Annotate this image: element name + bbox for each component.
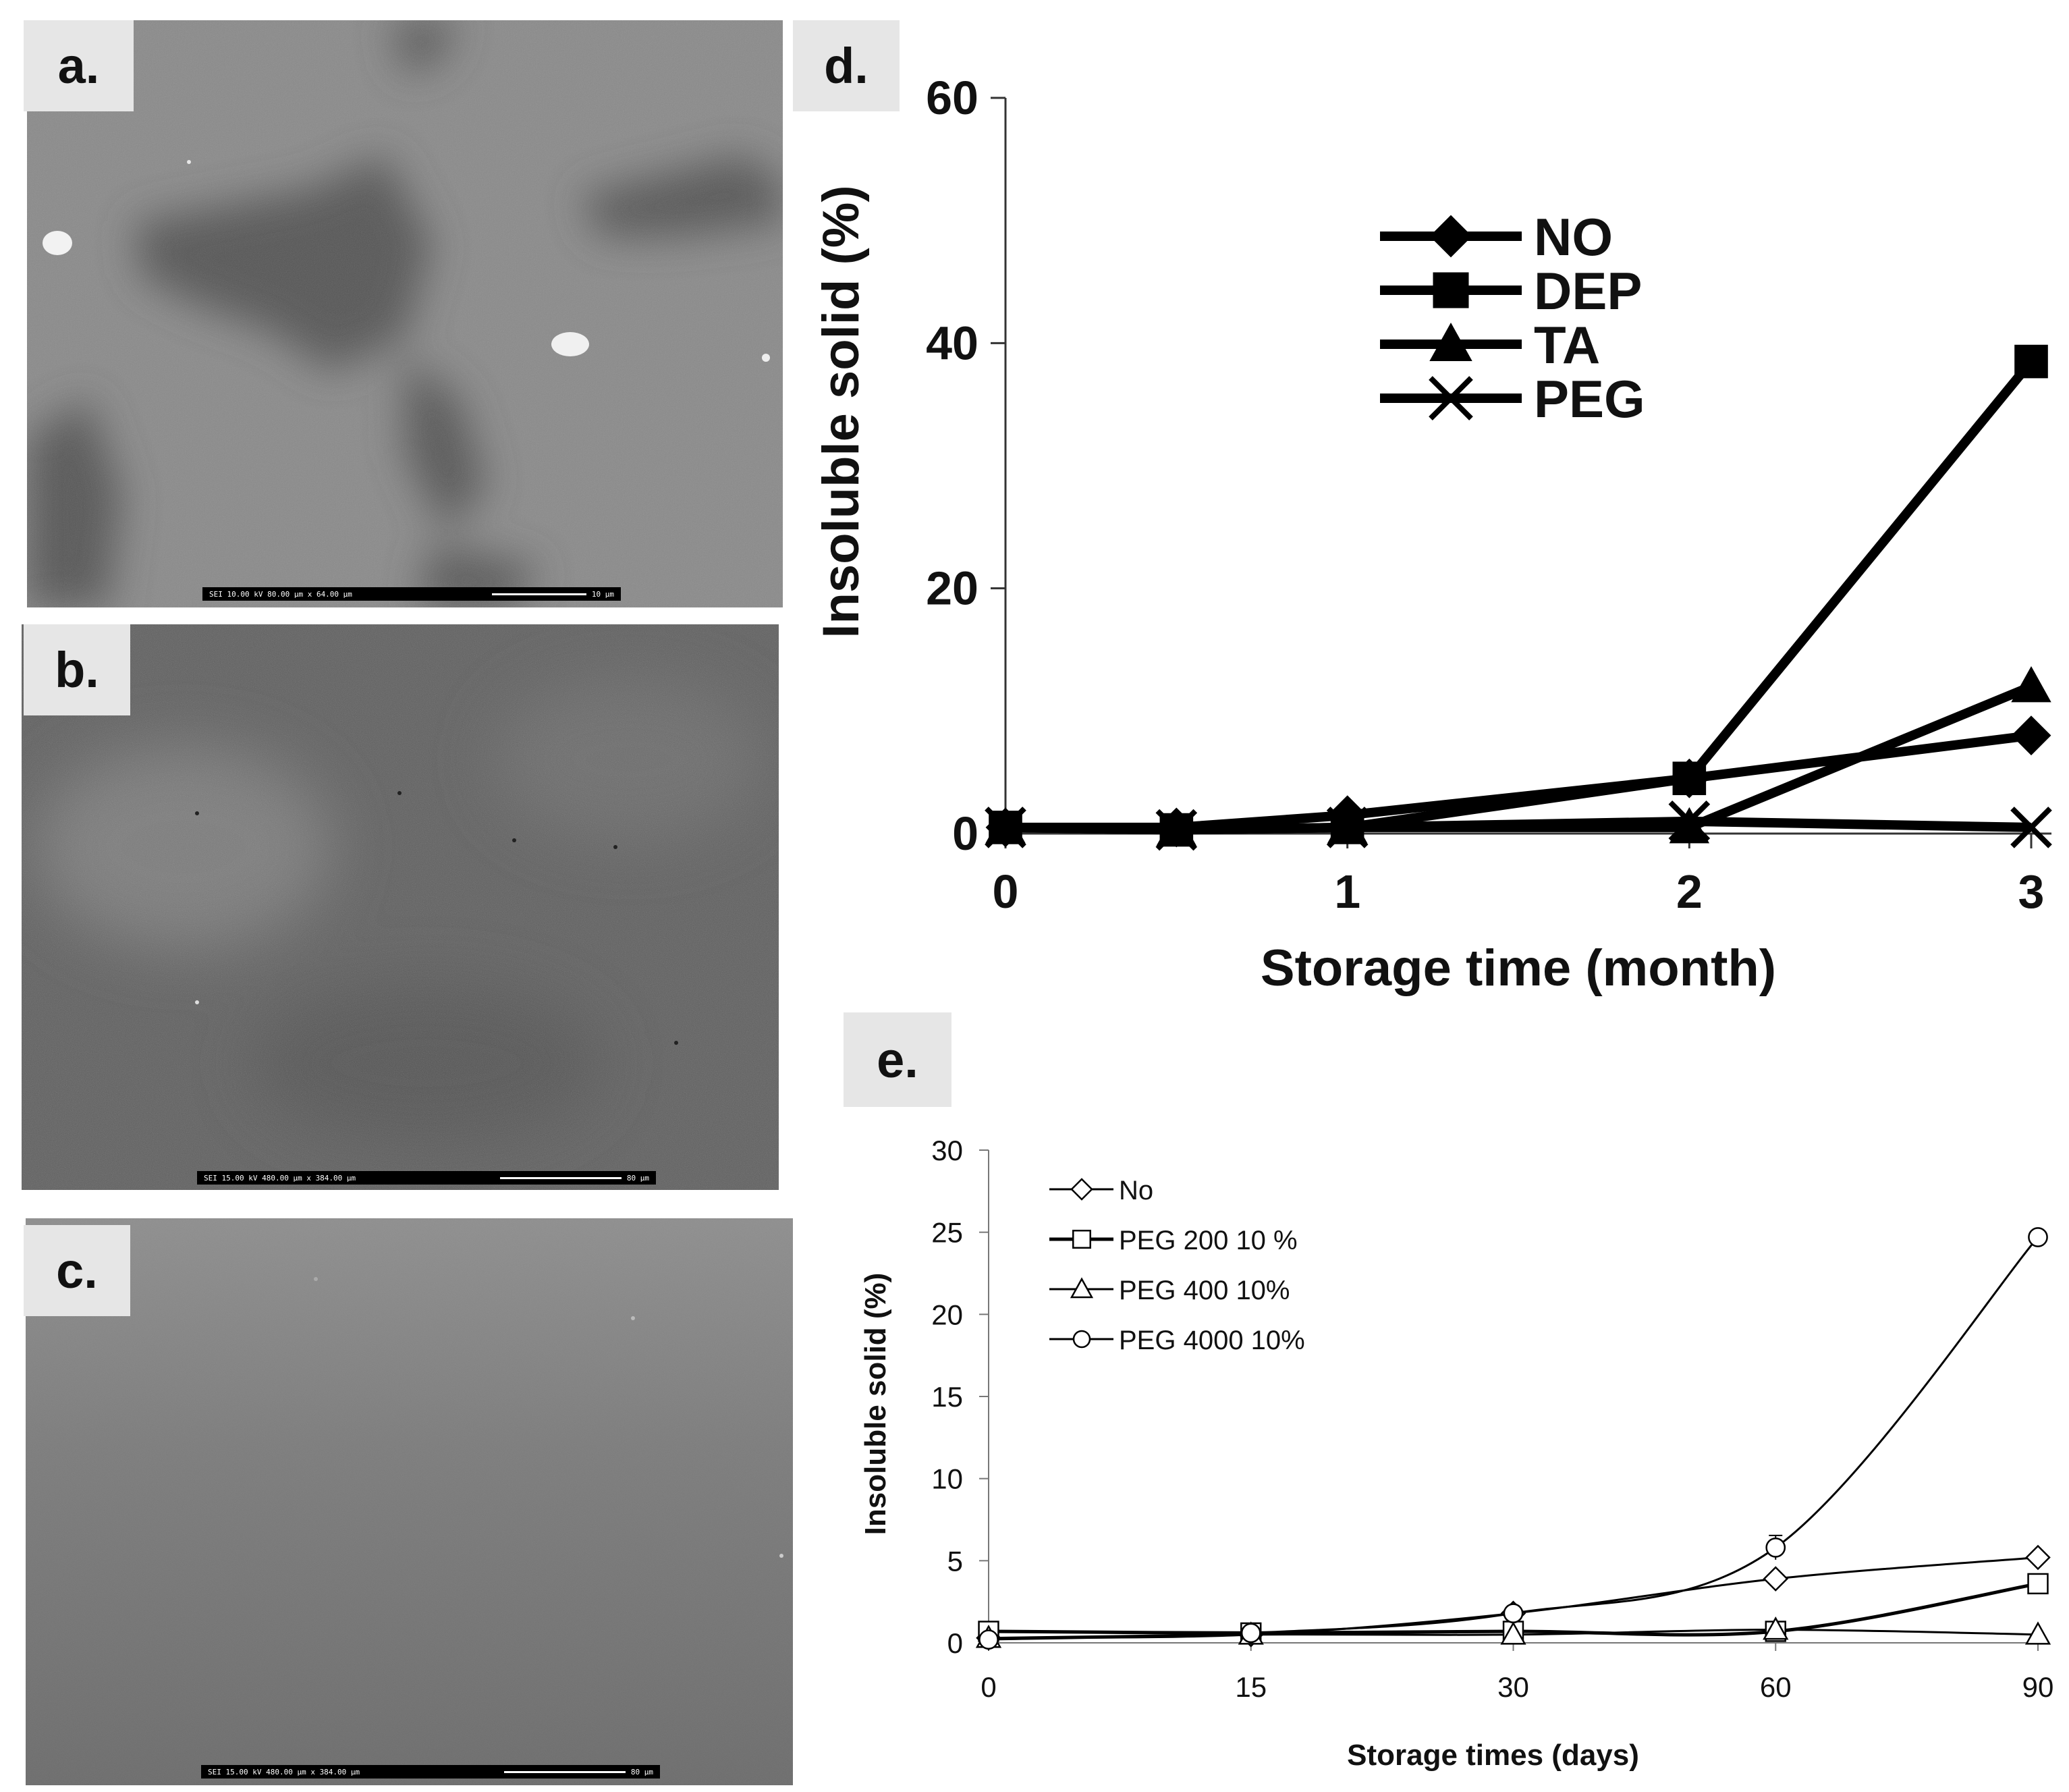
chart-d-point-no bbox=[2011, 715, 2051, 756]
chart-d-y-axis-label: Insoluble solid (%) bbox=[812, 185, 870, 638]
scalebar-b-value: 80 µm bbox=[626, 1173, 649, 1183]
chart-d-point-peg-stroke-2 bbox=[2010, 807, 2052, 848]
chart-d-legend-label: TA bbox=[1534, 315, 1600, 375]
scalebar-c: SEI 15.00 kV 480.00 µm x 384.00 µm 80 µm bbox=[201, 1765, 660, 1779]
chart-e-y-tick-label: 30 bbox=[931, 1135, 963, 1166]
chart-d-x-tick-label: 3 bbox=[2018, 865, 2045, 918]
chart-e-y-tick-label: 5 bbox=[947, 1545, 963, 1577]
chart-d-y-tick-label: 60 bbox=[926, 72, 978, 124]
scalebar-c-text: SEI 15.00 kV 480.00 µm x 384.00 µm bbox=[208, 1767, 360, 1776]
panel-label-c: c. bbox=[24, 1225, 130, 1316]
chart-d-legend-label: PEG bbox=[1534, 369, 1645, 429]
chart-e-x-tick-label: 15 bbox=[1235, 1671, 1267, 1703]
chart-e-legend-marker bbox=[1072, 1330, 1091, 1349]
scalebar-a-value: 10 µm bbox=[591, 589, 614, 599]
chart-d-legend-marker bbox=[1429, 376, 1473, 420]
chart-d-y-tick-label: 0 bbox=[952, 807, 978, 860]
chart-d-point-peg-stroke-2 bbox=[1155, 809, 1198, 851]
chart-e-point-2 bbox=[2027, 1573, 2049, 1595]
chart-d-x-tick-label: 2 bbox=[1676, 865, 1703, 918]
chart-d-legend-marker bbox=[1429, 322, 1472, 361]
chart-e: 0 5 10 15 20 25 30 0 15 30 60 90 Storage times (days… bbox=[0, 1012, 2069, 1792]
chart-e-legend-marker bbox=[1072, 1230, 1091, 1249]
chart-e-legend-label: PEG 400 10% bbox=[1119, 1276, 1290, 1305]
chart-d-legend-marker bbox=[1433, 272, 1469, 308]
chart-e-y-tick-label: 20 bbox=[931, 1299, 963, 1330]
chart-e-legend-label: No bbox=[1119, 1176, 1153, 1205]
chart-e-point-4 bbox=[1240, 1623, 1261, 1644]
chart-d-point-peg-stroke-2 bbox=[1326, 807, 1369, 848]
chart-e-point-4 bbox=[2028, 1227, 2048, 1247]
scalebar-b-line bbox=[499, 1176, 622, 1179]
chart-d-svg: 0 20 40 60 0 1 2 3 Storage time (month) Insoluble… bbox=[812, 72, 2052, 997]
chart-e-x-tick-label: 90 bbox=[2022, 1671, 2054, 1703]
chart-e-x-tick-label: 0 bbox=[981, 1671, 996, 1703]
scalebar-a: SEI 10.00 kV 80.00 µm x 64.00 µm 10 µm bbox=[202, 587, 621, 601]
sem-image-c-texture bbox=[26, 1218, 793, 1785]
chart-e-point-1 bbox=[2025, 1544, 2051, 1571]
chart-d-y-tick-label: 40 bbox=[926, 317, 978, 369]
chart-e-point-3 bbox=[1500, 1621, 1526, 1645]
chart-d-point-peg-stroke-2 bbox=[1668, 800, 1711, 842]
chart-e-point-4 bbox=[978, 1629, 999, 1650]
chart-e-y-axis-label: Insoluble solid (%) bbox=[859, 1273, 892, 1536]
chart-e-point-3 bbox=[2024, 1621, 2051, 1645]
panel-label-d: d. bbox=[793, 20, 900, 111]
scalebar-b-text: SEI 15.00 kV 480.00 µm x 384.00 µm bbox=[204, 1173, 356, 1183]
chart-e-x-axis-label: Storage times (days) bbox=[1347, 1739, 1639, 1772]
chart-d-series-line-dep bbox=[1005, 358, 2035, 835]
scalebar-a-text: SEI 10.00 kV 80.00 µm x 64.00 µm bbox=[209, 589, 352, 599]
sem-image-a: SEI 10.00 kV 80.00 µm x 64.00 µm 10 µm bbox=[27, 20, 783, 607]
chart-d-point-peg bbox=[1326, 807, 1369, 848]
chart-d-y-tick-label: 20 bbox=[926, 562, 978, 615]
panel-label-b: b. bbox=[24, 624, 130, 715]
chart-e-y-tick-label: 10 bbox=[931, 1463, 963, 1495]
chart-e-series-line-4 bbox=[988, 1236, 2039, 1641]
chart-e-x-tick-label: 30 bbox=[1497, 1671, 1529, 1703]
chart-d-point-peg-stroke-2 bbox=[985, 807, 1026, 848]
chart-e-y-tick-label: 0 bbox=[947, 1627, 963, 1659]
chart-e-legend-label: PEG 4000 10% bbox=[1119, 1326, 1305, 1355]
sem-image-c: SEI 15.00 kV 480.00 µm x 384.00 µm 80 µm bbox=[26, 1218, 793, 1785]
chart-e-point-4 bbox=[1503, 1603, 1524, 1624]
chart-e-point-3 bbox=[1763, 1616, 1789, 1640]
chart-d-point-dep bbox=[2014, 344, 2048, 379]
scalebar-a-line bbox=[491, 593, 586, 595]
chart-e-point-1 bbox=[1763, 1566, 1789, 1592]
chart-d-x-axis-label: Storage time (month) bbox=[1261, 940, 1776, 997]
chart-e-x-tick-label: 60 bbox=[1760, 1671, 1792, 1703]
sem-image-b-texture bbox=[22, 624, 779, 1190]
chart-e-legend-marker bbox=[1070, 1178, 1093, 1201]
chart-d-point-ta bbox=[2011, 666, 2051, 703]
chart-d-legend-label: NO bbox=[1534, 207, 1613, 267]
scalebar-c-value: 80 µm bbox=[630, 1767, 653, 1776]
scalebar-b: SEI 15.00 kV 480.00 µm x 384.00 µm 80 µm bbox=[197, 1171, 656, 1185]
chart-d-point-dep bbox=[1672, 761, 1707, 796]
panel-label-e: e. bbox=[844, 1012, 951, 1107]
chart-d-legend-marker-stroke-2 bbox=[1429, 376, 1473, 420]
chart-d-x-tick-label: 0 bbox=[993, 865, 1019, 918]
chart-e-svg: 0 5 10 15 20 25 30 0 15 30 60 90 Storage times (days… bbox=[859, 1135, 2054, 1772]
chart-e-y-tick-label: 15 bbox=[931, 1381, 963, 1413]
sem-image-b: SEI 15.00 kV 480.00 µm x 384.00 µm 80 µm bbox=[22, 624, 779, 1190]
chart-d-x-tick-label: 1 bbox=[1334, 865, 1360, 918]
chart-e-legend-marker bbox=[1070, 1277, 1094, 1299]
chart-d-point-peg bbox=[1155, 809, 1198, 851]
chart-e-point-4 bbox=[1765, 1538, 1786, 1558]
chart-e-legend-label: PEG 200 10 % bbox=[1119, 1226, 1298, 1255]
chart-d-point-peg bbox=[1668, 800, 1711, 842]
chart-e-y-tick-label: 25 bbox=[931, 1217, 963, 1249]
chart-d-legend-label: DEP bbox=[1534, 261, 1642, 321]
panel-label-a: a. bbox=[24, 20, 134, 111]
chart-d: 0 20 40 60 0 1 2 3 Storage time (month) Insoluble… bbox=[812, 72, 2052, 997]
chart-d-point-peg bbox=[2010, 807, 2052, 848]
chart-d-point-peg bbox=[985, 807, 1026, 848]
scalebar-c-line bbox=[503, 1770, 626, 1773]
chart-d-legend-marker bbox=[1429, 215, 1472, 258]
